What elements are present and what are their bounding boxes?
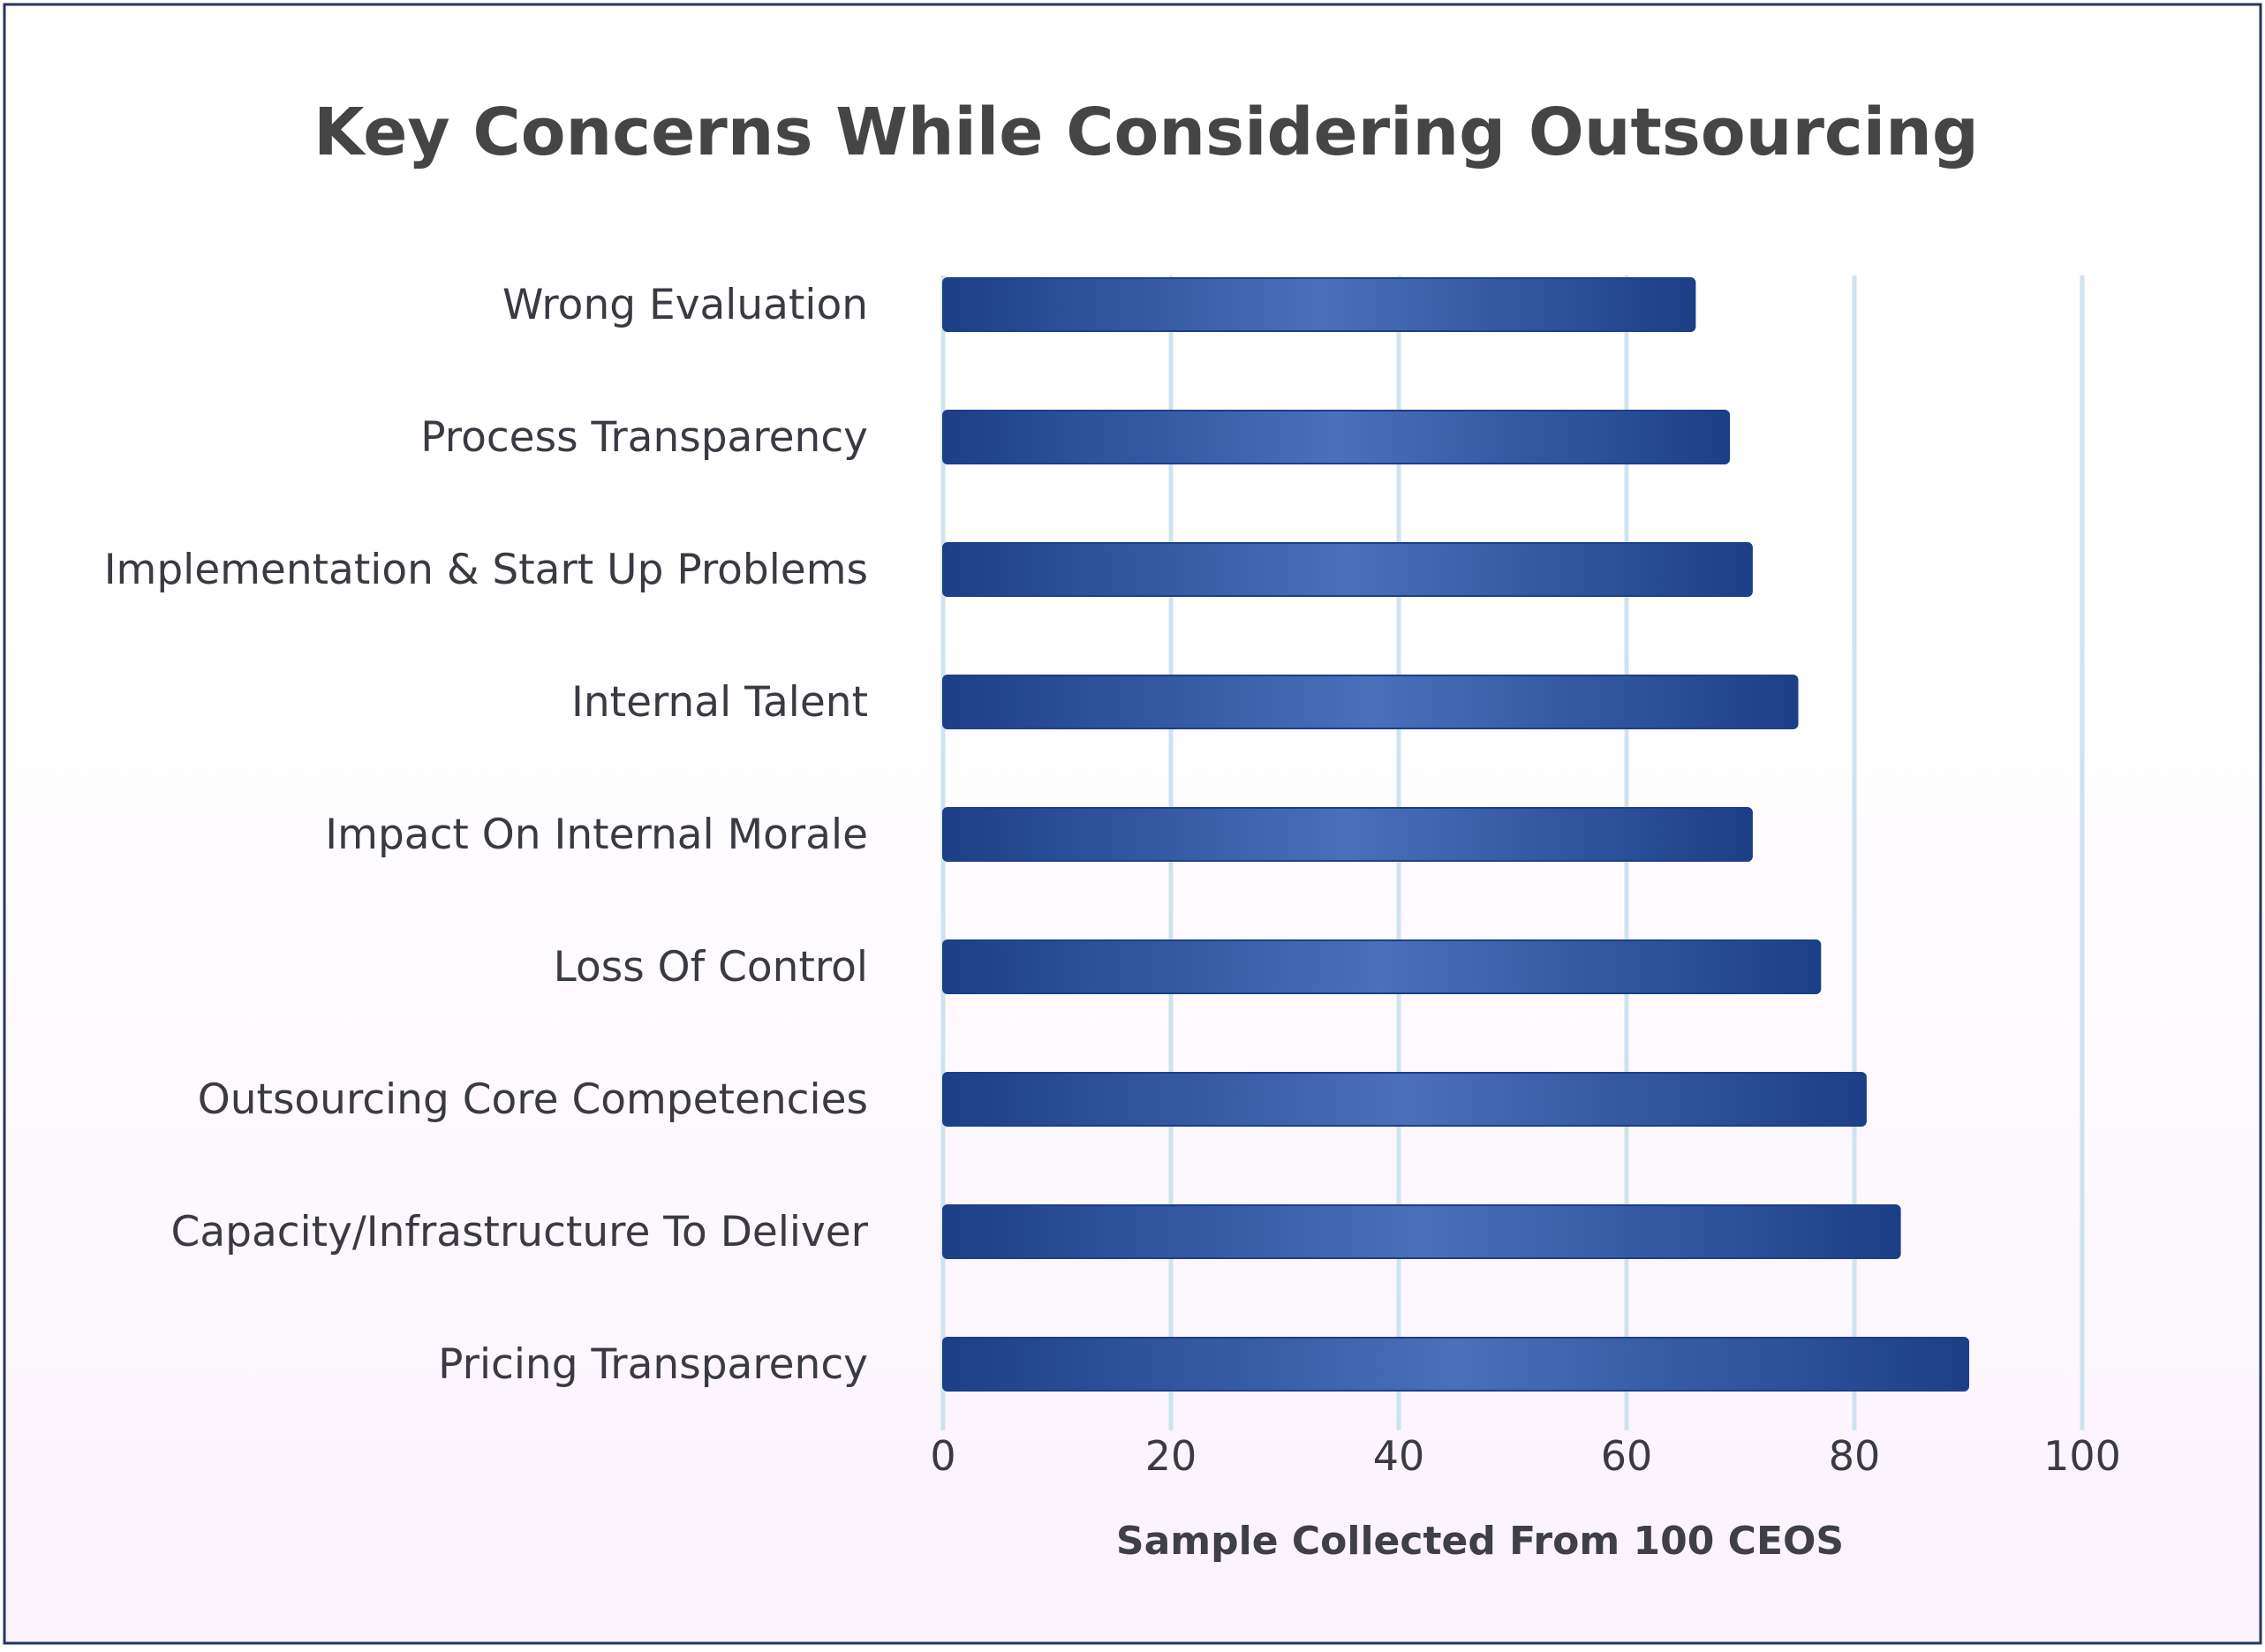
bars	[942, 277, 1969, 1392]
bar	[942, 1204, 1901, 1259]
category-label: Wrong Evaluation	[502, 281, 868, 329]
category-label: Process Transparency	[420, 413, 868, 462]
category-label: Implementation & Start Up Problems	[104, 546, 868, 594]
bar	[942, 939, 1822, 994]
category-label: Capacity/Infrastructure To Deliver	[171, 1208, 869, 1256]
x-tick-label: 80	[1829, 1432, 1881, 1480]
x-axis-label: Sample Collected From 100 CEOS	[1116, 1519, 1844, 1564]
category-labels: Wrong Evaluation Process Transparency Impl…	[104, 281, 869, 1389]
x-tick-label: 20	[1145, 1432, 1197, 1480]
bar	[942, 675, 1799, 729]
x-tick-label: 60	[1601, 1432, 1653, 1480]
x-tick-label: 40	[1373, 1432, 1425, 1480]
bar	[942, 542, 1753, 597]
x-tick-label: 0	[930, 1432, 955, 1480]
bar	[942, 1337, 1969, 1392]
bar	[942, 1072, 1867, 1127]
bar	[942, 807, 1753, 862]
category-label: Impact On Internal Morale	[325, 811, 868, 859]
category-label: Pricing Transparency	[438, 1340, 868, 1389]
chart-title: Key Concerns While Considering Outsourci…	[313, 94, 1979, 170]
bar	[942, 410, 1731, 464]
x-tick-label: 100	[2043, 1432, 2121, 1480]
bar	[942, 277, 1696, 332]
category-label: Loss Of Control	[554, 943, 868, 992]
x-axis-ticks: 0 20 40 60 80 100	[930, 1432, 2121, 1480]
category-label: Outsourcing Core Competencies	[198, 1075, 868, 1124]
category-label: Internal Talent	[571, 678, 868, 727]
